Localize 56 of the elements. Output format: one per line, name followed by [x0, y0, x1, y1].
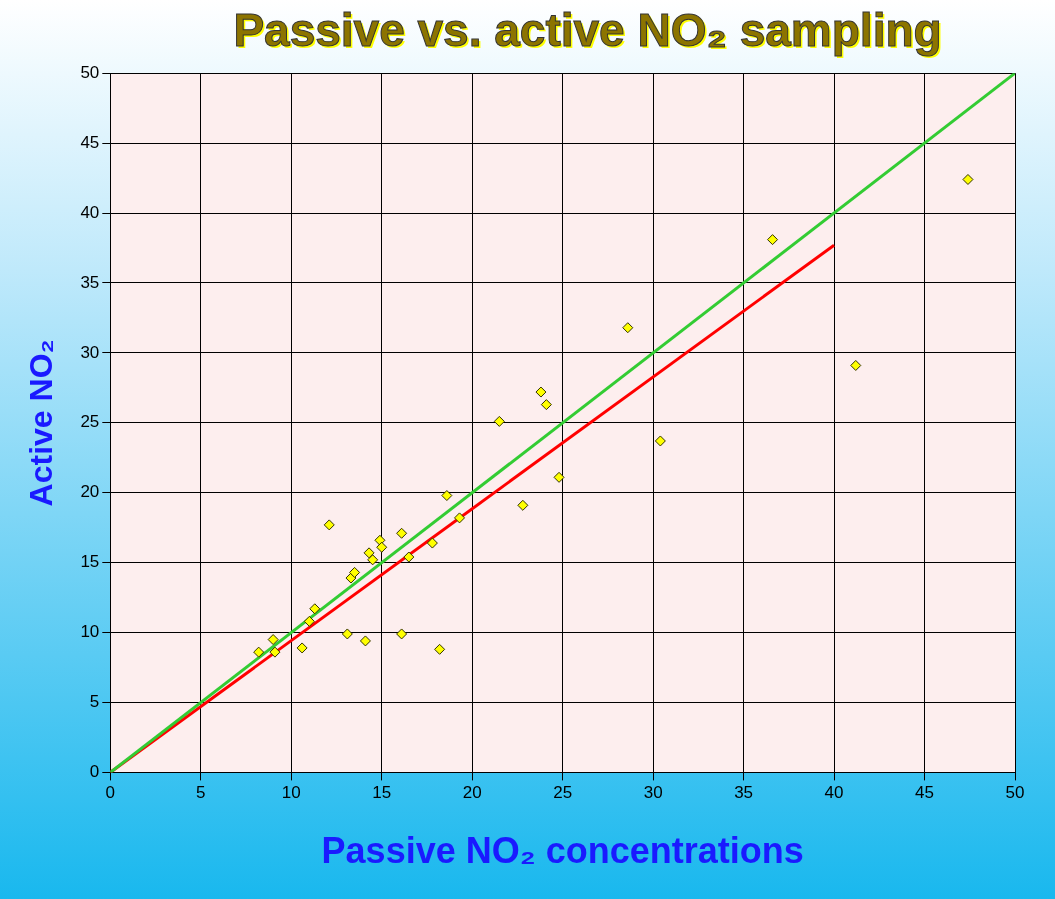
point	[296, 642, 308, 654]
point	[540, 399, 552, 411]
chart-title: Passive vs. active NO₂ sampling	[232, 3, 943, 58]
point	[269, 646, 281, 658]
x-tick-label: 15	[372, 783, 392, 803]
point	[309, 603, 321, 615]
x-tick-label: 5	[196, 783, 206, 803]
point	[434, 643, 446, 655]
point	[850, 359, 862, 371]
x-tick-label: 0	[105, 783, 116, 803]
point	[374, 534, 386, 546]
y-tick-label: 35	[80, 272, 100, 292]
y-tick-label: 45	[80, 132, 100, 152]
point	[517, 499, 529, 511]
point	[767, 234, 779, 246]
y-tick-label: 25	[80, 412, 100, 432]
point	[454, 512, 466, 524]
y-tick-label: 5	[89, 692, 100, 712]
x-tick-label: 50	[1005, 783, 1025, 803]
point	[493, 415, 505, 427]
point	[553, 471, 565, 483]
y-tick-label: 10	[80, 622, 100, 642]
y-tick-label: 50	[80, 62, 100, 82]
point	[253, 646, 265, 658]
point	[267, 634, 279, 646]
y-tick-label: 20	[80, 482, 100, 502]
point	[341, 628, 353, 640]
x-tick-label: 20	[462, 783, 482, 803]
point	[396, 527, 408, 539]
point	[962, 173, 974, 185]
point	[535, 386, 547, 398]
x-tick-label: 45	[915, 783, 934, 803]
point	[654, 435, 666, 447]
x-tick-label: 35	[734, 783, 754, 803]
y-tick-label: 40	[80, 202, 100, 222]
point	[363, 547, 375, 559]
y-tick-label: 15	[80, 552, 100, 572]
point	[403, 551, 415, 563]
point	[367, 554, 379, 566]
point	[441, 490, 453, 502]
point	[426, 537, 438, 549]
x-tick-label: 30	[643, 783, 663, 803]
point	[622, 322, 634, 334]
y-axis-title: Active NO₂	[23, 339, 60, 507]
point	[349, 566, 361, 578]
y-tick-label: 0	[89, 762, 100, 782]
x-tick-label: 10	[281, 783, 301, 803]
point	[359, 635, 371, 647]
point	[396, 628, 408, 640]
x-tick-label: 25	[553, 783, 573, 803]
point	[303, 615, 315, 627]
x-tick-label: 40	[824, 783, 844, 803]
point	[376, 541, 388, 553]
x-axis-title: Passive NO₂ concentrations	[321, 830, 804, 872]
point	[323, 519, 335, 531]
y-tick-label: 30	[80, 342, 100, 362]
